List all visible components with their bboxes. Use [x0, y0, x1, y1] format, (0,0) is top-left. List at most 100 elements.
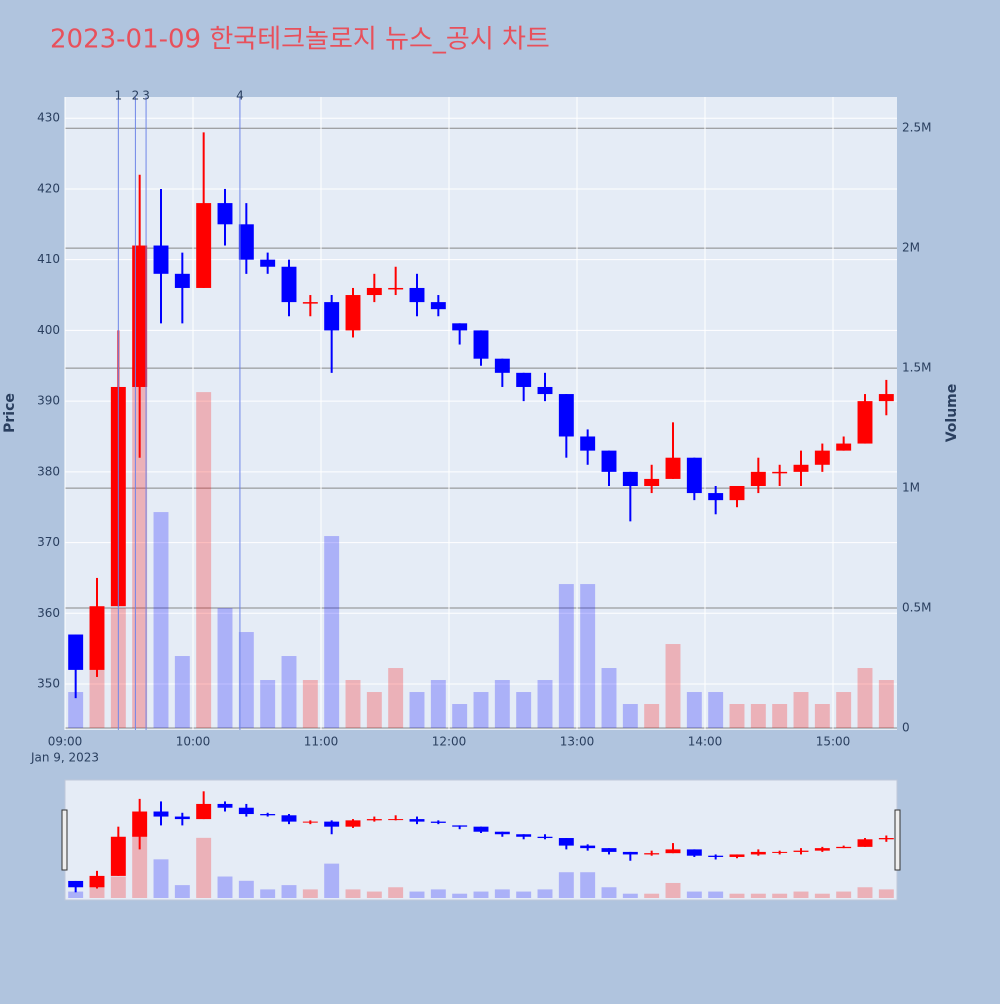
- candle-body: [196, 203, 212, 288]
- mini-candle-body: [814, 848, 830, 851]
- mini-candle-body: [516, 834, 532, 837]
- mini-candle-body: [345, 820, 361, 827]
- candle-body: [665, 457, 681, 479]
- candle-body: [686, 457, 702, 494]
- volume-bar: [814, 704, 830, 728]
- volume-bar: [366, 692, 382, 728]
- candle-body: [238, 224, 254, 260]
- volume-bar: [708, 692, 724, 728]
- candle-body: [281, 266, 297, 303]
- range-slider[interactable]: [64, 779, 898, 901]
- mini-candle-body: [238, 807, 254, 815]
- mini-volume-bar: [558, 872, 574, 898]
- candle-body: [494, 358, 510, 373]
- volume-bar: [345, 680, 361, 728]
- candle-body: [324, 302, 340, 331]
- volume-bar: [260, 680, 276, 728]
- mini-candle-body: [132, 811, 148, 837]
- candle-body: [366, 287, 382, 296]
- volume-bar: [388, 668, 404, 728]
- x-tick-label: 11:00: [304, 735, 339, 749]
- volume-bar: [281, 656, 297, 728]
- mini-candle-body: [409, 819, 425, 822]
- mini-candle-body: [708, 855, 724, 857]
- mini-volume-bar: [686, 891, 702, 898]
- candle-body: [644, 478, 660, 486]
- mini-volume-bar: [857, 887, 873, 898]
- candle-body: [302, 302, 318, 304]
- candle-body: [537, 386, 553, 395]
- candle-body: [622, 471, 638, 486]
- y-tick-label: 420: [37, 181, 60, 195]
- mini-volume-bar: [580, 872, 596, 898]
- mini-candle-body: [878, 838, 894, 840]
- x-tick-label: 10:00: [176, 735, 211, 749]
- volume-bar: [729, 704, 745, 728]
- mini-candle-body: [750, 851, 766, 855]
- range-handle[interactable]: [61, 809, 68, 871]
- x-tick-label: 15:00: [816, 735, 851, 749]
- volume-bar: [324, 536, 340, 728]
- mini-volume-bar: [68, 891, 84, 898]
- volume-bar: [686, 692, 702, 728]
- volume-bar: [622, 704, 638, 728]
- volume-bar: [132, 368, 148, 728]
- mini-candle-body: [196, 803, 212, 820]
- mini-candle-body: [174, 816, 190, 820]
- y-tick-label: 390: [37, 394, 60, 408]
- mini-candle-body: [366, 819, 382, 821]
- chart-title: 2023-01-09 한국테크놀로지 뉴스_공시 차트: [50, 25, 550, 55]
- mini-candle-body: [388, 819, 404, 821]
- candle-body: [878, 394, 894, 402]
- mini-volume-bar: [473, 891, 489, 898]
- mini-volume-bar: [878, 889, 894, 898]
- mini-volume-bar: [793, 891, 809, 898]
- x-date-label: Jan 9, 2023: [30, 751, 99, 765]
- candle-body: [89, 606, 105, 670]
- candle-body: [345, 295, 361, 331]
- y-tick-label: 400: [37, 323, 60, 337]
- mini-volume-bar: [729, 893, 745, 898]
- mini-volume-bar: [665, 882, 681, 898]
- mini-candle-body: [217, 803, 233, 808]
- range-handle[interactable]: [894, 809, 901, 871]
- mini-volume-bar: [772, 893, 788, 898]
- volume-bar: [601, 668, 617, 728]
- volume-bar: [580, 584, 596, 728]
- mini-candle-body: [494, 831, 510, 835]
- volume-bar: [772, 704, 788, 728]
- mini-candle-body: [793, 850, 809, 852]
- mini-volume-bar: [110, 876, 126, 898]
- y-tick-label: 370: [37, 535, 60, 549]
- volume-bar: [516, 692, 532, 728]
- y2-tick-label: 0.5M: [902, 601, 931, 615]
- mini-candle-body: [281, 815, 297, 822]
- mini-volume-bar: [217, 876, 233, 898]
- mini-candle-body: [857, 839, 873, 847]
- candle-body: [174, 273, 190, 288]
- mini-volume-bar: [537, 889, 553, 898]
- mini-volume-bar: [324, 863, 340, 898]
- volume-bar: [452, 704, 468, 728]
- y-tick-label: 360: [37, 606, 60, 620]
- volume-bar: [793, 692, 809, 728]
- mini-candle-body: [772, 851, 788, 853]
- mini-candle-body: [729, 854, 745, 857]
- mini-volume-bar: [260, 889, 276, 898]
- volume-bar: [558, 584, 574, 728]
- candle-body: [409, 287, 425, 303]
- volume-bar: [409, 692, 425, 728]
- x-tick-label: 14:00: [688, 735, 723, 749]
- y2-axis-title: Volume: [944, 384, 960, 443]
- volume-bar: [665, 644, 681, 728]
- candle-body: [772, 471, 788, 474]
- mini-volume-bar: [494, 889, 510, 898]
- mini-candle-body: [836, 846, 852, 849]
- mini-volume-bar: [430, 889, 446, 898]
- volume-bar: [68, 692, 84, 728]
- volume-bar: [196, 392, 212, 728]
- candle-body: [452, 323, 468, 331]
- mini-volume-bar: [281, 885, 297, 898]
- y2-tick-label: 0: [902, 721, 910, 735]
